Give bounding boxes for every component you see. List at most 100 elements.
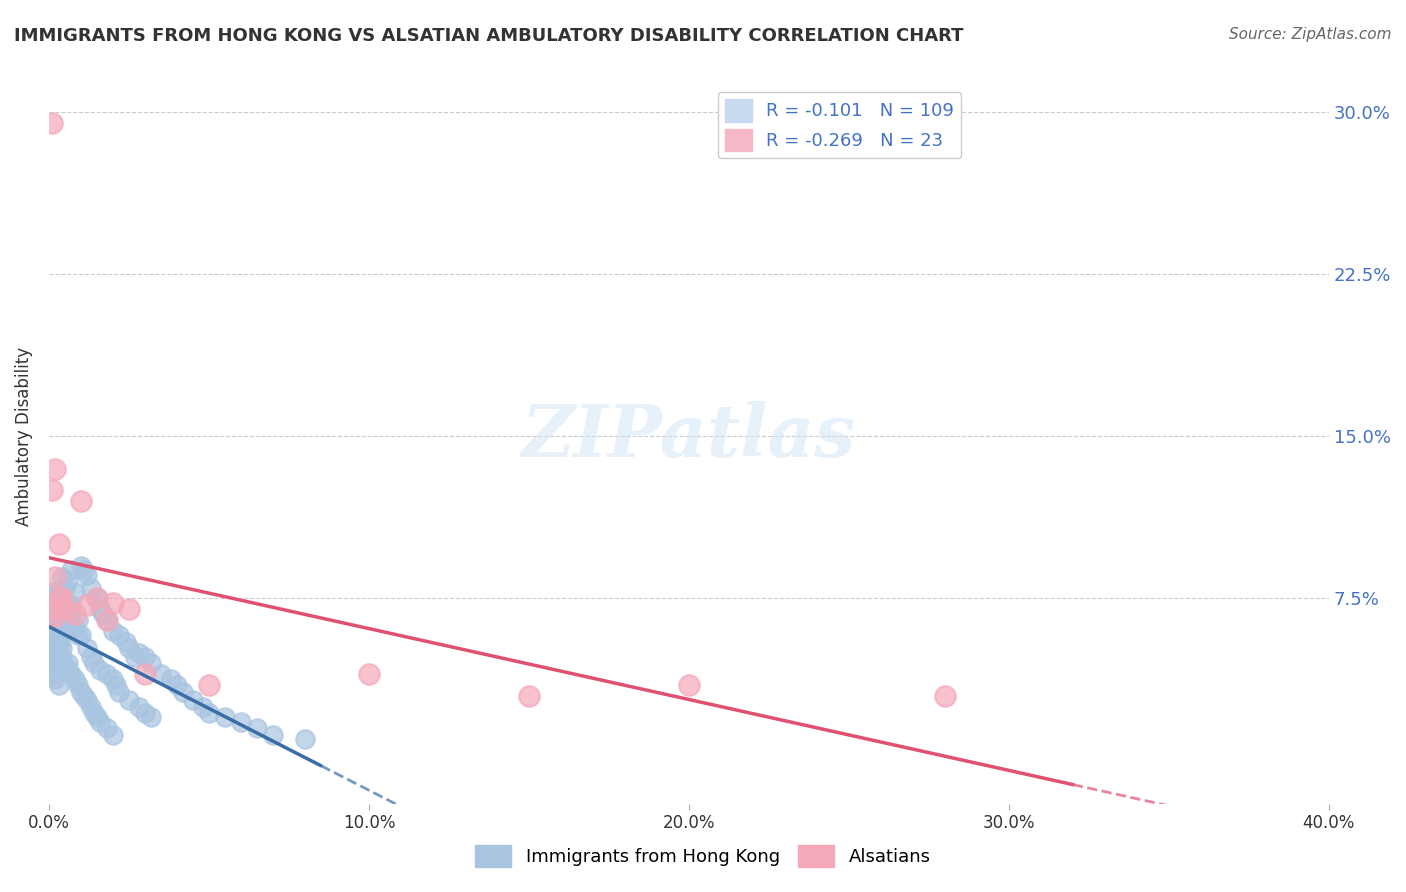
Point <box>51 607 73 621</box>
Point <box>198 678 221 692</box>
Point <box>118 693 141 707</box>
Point <box>44 590 66 604</box>
Point <box>44 624 66 638</box>
Point <box>44 604 66 618</box>
Point <box>86 710 108 724</box>
Point <box>63 607 86 621</box>
Point <box>105 678 128 692</box>
Point <box>108 684 131 698</box>
Point <box>118 602 141 616</box>
Legend: R = -0.101   N = 109, R = -0.269   N = 23: R = -0.101 N = 109, R = -0.269 N = 23 <box>717 92 962 158</box>
Point <box>44 619 66 633</box>
Point <box>93 607 115 621</box>
Point <box>48 611 70 625</box>
Legend: Immigrants from Hong Kong, Alsatians: Immigrants from Hong Kong, Alsatians <box>468 838 938 874</box>
Point <box>51 596 73 610</box>
Point <box>53 602 76 616</box>
Point <box>86 591 108 606</box>
Point <box>89 714 111 729</box>
Point <box>48 537 70 551</box>
Y-axis label: Ambulatory Disability: Ambulatory Disability <box>15 347 32 525</box>
Point <box>79 649 101 664</box>
Point <box>96 721 118 735</box>
Point <box>41 646 63 660</box>
Point <box>141 710 163 724</box>
Point <box>70 628 93 642</box>
Point <box>70 684 93 698</box>
Point <box>48 593 70 607</box>
Point <box>41 115 63 129</box>
Point <box>83 706 105 720</box>
Point <box>56 574 79 589</box>
Point <box>76 641 98 656</box>
Point <box>44 632 66 647</box>
Point <box>134 706 156 720</box>
Text: Source: ZipAtlas.com: Source: ZipAtlas.com <box>1229 27 1392 42</box>
Text: IMMIGRANTS FROM HONG KONG VS ALSATIAN AMBULATORY DISABILITY CORRELATION CHART: IMMIGRANTS FROM HONG KONG VS ALSATIAN AM… <box>14 27 963 45</box>
Point <box>149 667 172 681</box>
Point <box>198 706 221 720</box>
Point <box>86 591 108 606</box>
Point <box>101 596 124 610</box>
Point <box>41 661 63 675</box>
Point <box>229 714 252 729</box>
Point <box>53 658 76 673</box>
Point <box>76 693 98 707</box>
Point <box>60 598 83 612</box>
Point <box>53 593 76 607</box>
Point <box>96 613 118 627</box>
Point <box>56 663 79 677</box>
Point <box>60 667 83 681</box>
Point <box>101 624 124 638</box>
Point <box>44 639 66 653</box>
Point <box>51 570 73 584</box>
Point <box>41 483 63 498</box>
Point <box>44 672 66 686</box>
Point <box>101 672 124 686</box>
Point <box>41 602 63 616</box>
Point <box>48 637 70 651</box>
Point <box>48 587 70 601</box>
Point <box>41 613 63 627</box>
Point <box>44 461 66 475</box>
Point <box>89 602 111 616</box>
Point <box>44 617 66 632</box>
Point <box>76 567 98 582</box>
Point <box>134 649 156 664</box>
Point <box>44 598 66 612</box>
Point <box>181 693 204 707</box>
Point <box>66 613 89 627</box>
Point <box>41 591 63 606</box>
Point <box>51 649 73 664</box>
Point <box>66 628 89 642</box>
Point <box>73 563 96 577</box>
Point <box>48 628 70 642</box>
Point <box>83 657 105 671</box>
Point <box>63 672 86 686</box>
Point <box>166 678 188 692</box>
Point <box>517 689 540 703</box>
Point <box>73 689 96 703</box>
Point <box>56 657 79 671</box>
Point <box>63 619 86 633</box>
Point <box>48 591 70 606</box>
Point <box>44 622 66 636</box>
Point <box>41 649 63 664</box>
Point <box>48 608 70 623</box>
Point <box>141 657 163 671</box>
Point <box>48 648 70 662</box>
Point <box>53 615 76 630</box>
Point <box>124 649 146 664</box>
Point <box>79 699 101 714</box>
Point <box>48 646 70 660</box>
Point <box>114 634 136 648</box>
Point <box>79 581 101 595</box>
Point <box>159 672 181 686</box>
Point <box>294 732 316 747</box>
Point <box>51 591 73 606</box>
Point <box>41 652 63 666</box>
Point <box>60 563 83 577</box>
Point <box>44 570 66 584</box>
Point <box>48 634 70 648</box>
Point <box>48 678 70 692</box>
